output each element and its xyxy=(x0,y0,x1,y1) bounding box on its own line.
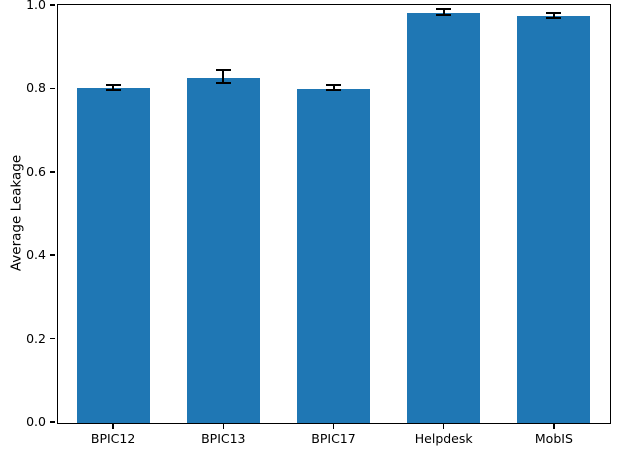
y-tick-label: 0.0 xyxy=(26,413,46,429)
bar xyxy=(297,88,370,423)
error-bar-cap-bottom xyxy=(326,89,341,92)
error-bar-cap-bottom xyxy=(215,82,231,85)
bars-layer xyxy=(58,5,610,423)
y-tick xyxy=(50,4,55,6)
bar xyxy=(407,13,481,423)
y-tick xyxy=(50,254,55,256)
error-bar-cap-top xyxy=(215,69,231,72)
bar xyxy=(76,88,150,423)
y-tick-label: 0.2 xyxy=(26,330,46,346)
error-bar-cap-top xyxy=(436,8,452,11)
bar xyxy=(186,77,260,423)
x-tick-label: BPIC12 xyxy=(90,431,136,446)
x-tick-label: Helpdesk xyxy=(414,431,473,446)
error-bar-line xyxy=(222,70,225,84)
error-bar-cap-bottom xyxy=(436,14,452,16)
x-tick xyxy=(553,423,555,429)
error-bar-line xyxy=(332,85,335,91)
y-tick xyxy=(50,337,55,340)
x-tick xyxy=(222,423,225,429)
error-bar-cap-top xyxy=(546,11,562,14)
y-tick-label: 0.4 xyxy=(26,246,46,262)
y-tick-label: 0.8 xyxy=(26,80,46,96)
plot-area: 0.0 0.2 0.4 0.6 0.8 1.0 BPIC12 BPIC13 BPIC17 Hel… xyxy=(26,0,611,445)
error-bar-line xyxy=(552,12,555,19)
error-bar-line xyxy=(442,9,445,15)
y-tick xyxy=(50,87,55,90)
y-tick xyxy=(50,171,55,173)
x-axis-ticks-layer: BPIC12 BPIC13 BPIC17 Helpdesk MobIS xyxy=(58,5,610,445)
error-bar-cap-bottom xyxy=(105,88,121,91)
error-bar-line xyxy=(112,84,115,90)
y-tick-label: 1.0 xyxy=(26,0,46,12)
x-tick-label: MobIS xyxy=(534,431,573,446)
y-tick-label: 0.6 xyxy=(26,163,46,179)
y-tick xyxy=(50,421,55,423)
x-tick xyxy=(442,423,445,429)
error-bar-cap-bottom xyxy=(546,17,562,20)
y-axis-ticks-layer: 0.0 0.2 0.4 0.6 0.8 1.0 xyxy=(26,0,610,427)
error-bar-cap-top xyxy=(326,84,341,87)
error-bars-layer xyxy=(58,5,610,423)
x-tick-label: BPIC13 xyxy=(201,431,246,446)
error-bar-cap-top xyxy=(105,83,121,86)
x-tick xyxy=(332,423,335,429)
x-tick xyxy=(112,423,114,429)
bar xyxy=(517,16,591,423)
x-tick-label: BPIC17 xyxy=(311,431,356,446)
